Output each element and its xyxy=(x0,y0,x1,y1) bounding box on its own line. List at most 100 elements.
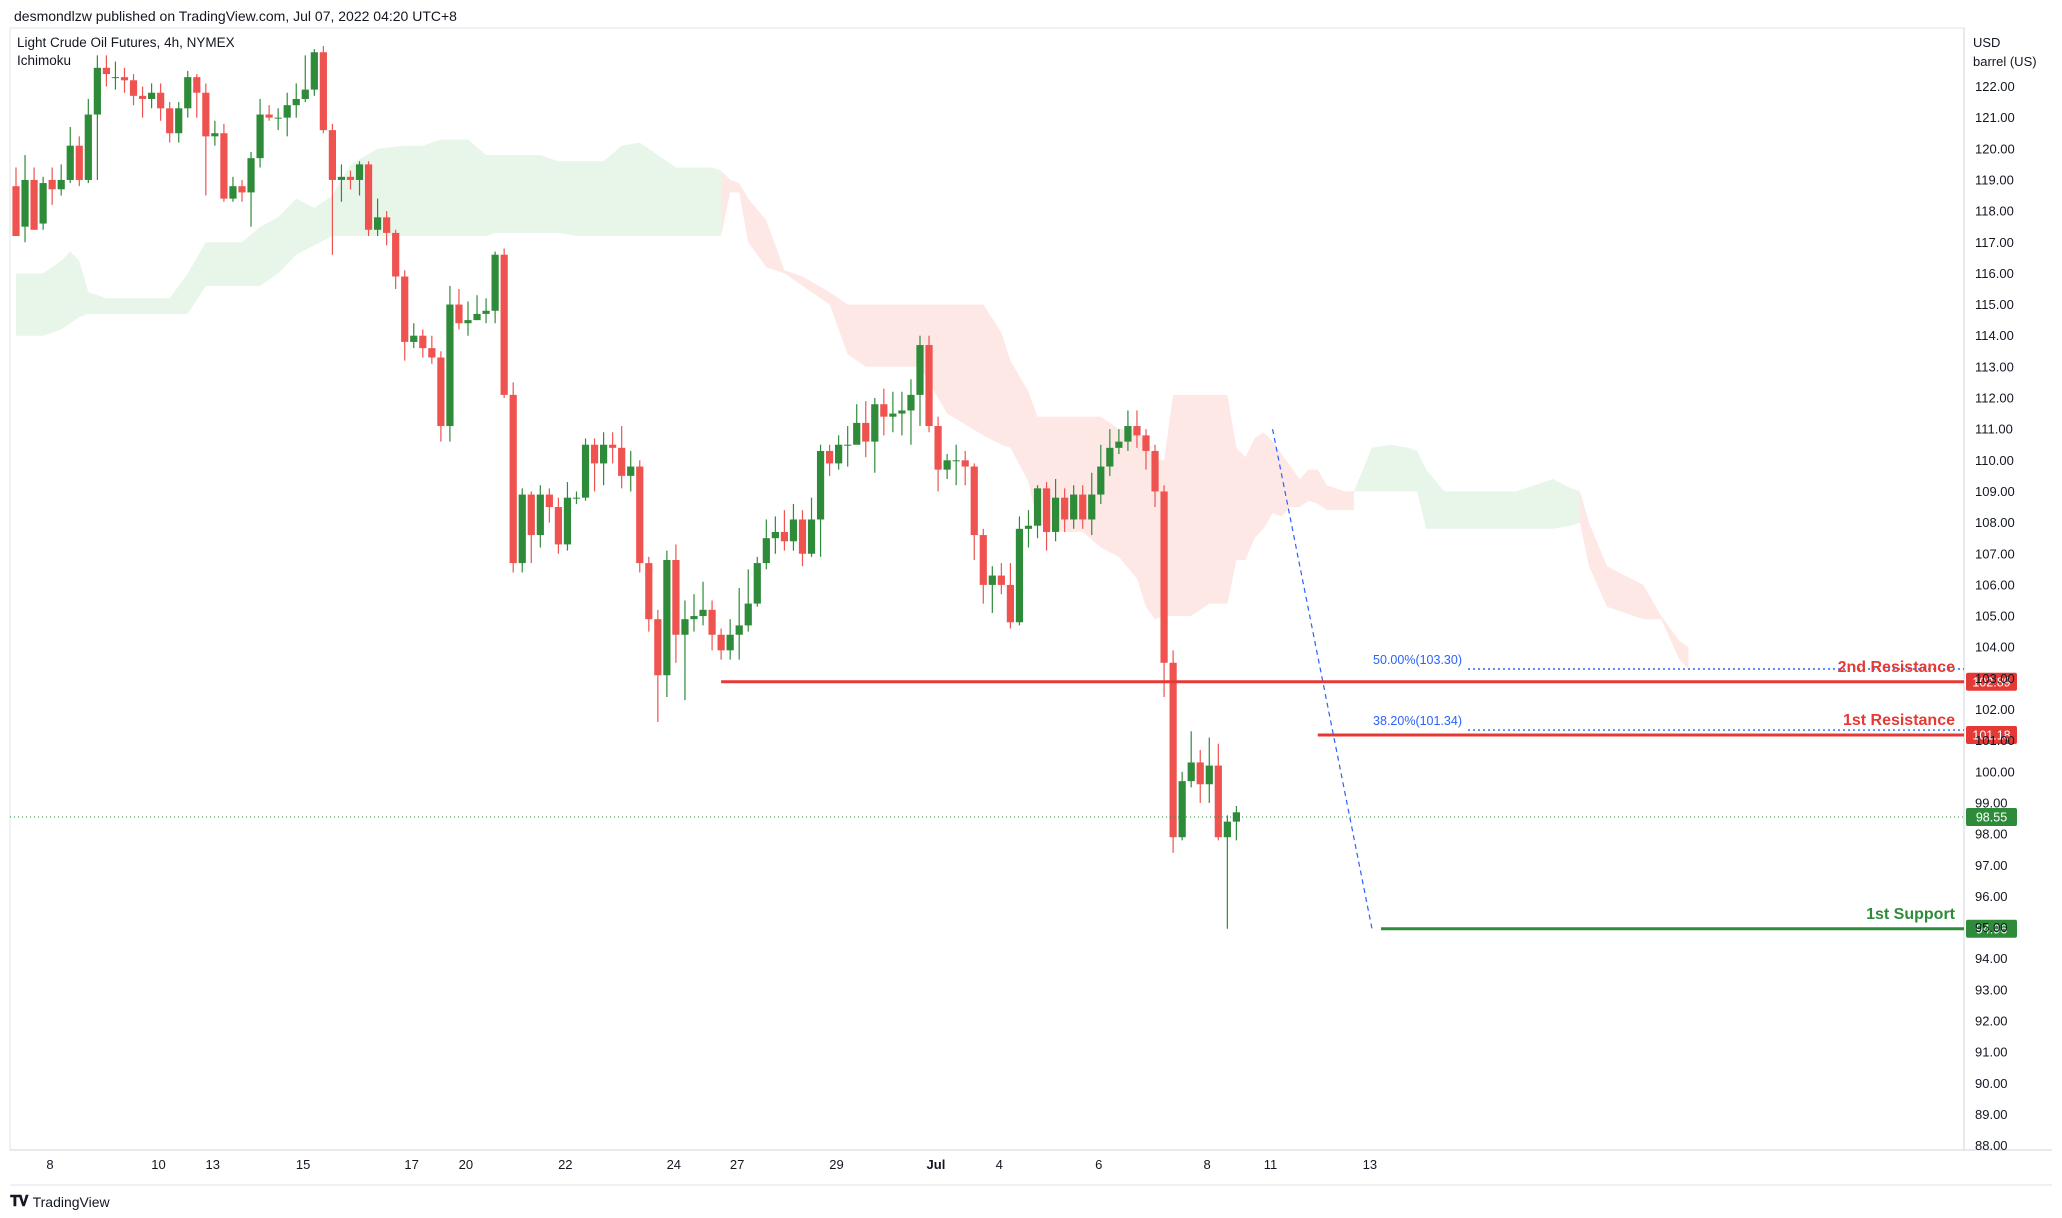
chart-legend: Light Crude Oil Futures, 4h, NYMEX Ichim… xyxy=(17,34,235,70)
price-tag-label: 94.96 xyxy=(1976,922,2007,936)
candle-body xyxy=(175,108,183,134)
x-tick-label: 22 xyxy=(558,1157,572,1172)
x-tick-label: 8 xyxy=(1204,1157,1211,1172)
candle-body xyxy=(690,616,698,620)
candle-body xyxy=(572,497,581,499)
fib-trend-line xyxy=(1271,429,1373,929)
candle-body xyxy=(889,413,897,417)
candle-body xyxy=(256,114,264,159)
candle-body xyxy=(726,634,734,651)
candle-body xyxy=(1160,491,1168,663)
candle-body xyxy=(337,176,346,180)
tradingview-logo-icon: 𝐓𝐕 xyxy=(10,1193,29,1210)
candle-body xyxy=(102,67,110,75)
candle-body xyxy=(509,394,517,564)
symbol-info[interactable]: Light Crude Oil Futures, 4h, NYMEX xyxy=(17,35,235,50)
y-tick-label: 98.00 xyxy=(1975,827,2008,842)
candle-body xyxy=(428,348,436,358)
level-label: 2nd Resistance xyxy=(1838,659,1955,676)
x-tick-label: 13 xyxy=(206,1157,220,1172)
candle-body xyxy=(645,563,653,620)
candle-body xyxy=(437,357,445,427)
indicator-ichimoku[interactable]: Ichimoku xyxy=(17,53,72,68)
candle-body xyxy=(238,186,246,193)
y-tick-label: 89.00 xyxy=(1975,1107,2008,1122)
candle-body xyxy=(1097,466,1105,495)
y-tick-label: 108.00 xyxy=(1975,515,2015,530)
candle-body xyxy=(916,345,924,395)
candle-body xyxy=(48,179,56,190)
y-tick-label: 115.00 xyxy=(1975,297,2014,312)
candle-body xyxy=(816,450,825,520)
y-tick-label: 111.00 xyxy=(1975,422,2013,437)
candle-body xyxy=(672,559,680,635)
published-by-text: desmondlzw published on TradingView.com,… xyxy=(14,8,457,24)
y-tick-label: 88.00 xyxy=(1975,1138,2008,1153)
x-tick-label: 24 xyxy=(667,1157,681,1172)
candle-body xyxy=(500,254,508,395)
currency-label: USD xyxy=(1973,35,2001,50)
candle-body xyxy=(699,609,707,617)
candle-body xyxy=(57,179,65,190)
fib-level-label: 50.00%(103.30) xyxy=(1373,653,1462,667)
candle-body xyxy=(744,603,752,626)
candle-body xyxy=(374,217,382,230)
x-tick-label: 10 xyxy=(151,1157,165,1172)
candle-body xyxy=(184,77,192,109)
candle-body xyxy=(84,114,92,180)
candle-body xyxy=(392,232,400,277)
y-tick-label: 100.00 xyxy=(1975,764,2015,779)
tradingview-brand[interactable]: 𝐓𝐕 TradingView xyxy=(10,1193,110,1210)
plot-frame xyxy=(9,27,1965,1151)
candle-body xyxy=(681,619,689,635)
y-tick-label: 91.00 xyxy=(1975,1045,2008,1060)
candle-body xyxy=(1196,762,1204,785)
candle-body xyxy=(907,394,915,411)
candle-body xyxy=(193,77,201,93)
candle-body xyxy=(491,254,499,311)
x-tick-label: Jul xyxy=(927,1157,946,1172)
candle-body xyxy=(835,444,843,464)
candle-body xyxy=(654,619,662,676)
brand-label: TradingView xyxy=(32,1193,110,1210)
candle-body xyxy=(1024,525,1033,529)
candle-body xyxy=(346,176,355,180)
ichimoku-cloud-future-bearish xyxy=(1579,491,1689,669)
y-tick-label: 103.00 xyxy=(1975,671,2015,686)
candle-body xyxy=(1115,441,1123,448)
candle-body xyxy=(871,404,879,442)
y-tick-label: 114.00 xyxy=(1975,328,2014,343)
candle-body xyxy=(536,494,544,536)
candle-body xyxy=(590,444,599,464)
candle-body xyxy=(464,320,472,324)
candle-body xyxy=(66,145,74,180)
candle-body xyxy=(30,179,38,230)
candle-body xyxy=(1223,821,1231,838)
y-tick-label: 118.00 xyxy=(1975,204,2014,219)
candle-body xyxy=(627,466,635,476)
level-label: 1st Support xyxy=(1866,906,1956,923)
candle-body xyxy=(455,304,463,324)
candle-body xyxy=(292,98,300,106)
candle-body xyxy=(780,531,788,542)
candle-body xyxy=(609,444,617,448)
candle-body xyxy=(1124,426,1132,442)
candle-body xyxy=(1052,497,1060,532)
candle-body xyxy=(844,444,852,446)
candles-group xyxy=(12,46,1240,929)
price-unit: USD barrel (US) xyxy=(1973,33,2037,71)
candle-body xyxy=(1232,812,1240,822)
candle-body xyxy=(807,519,816,554)
candle-body xyxy=(111,77,120,79)
y-tick-label: 104.00 xyxy=(1975,640,2015,655)
candle-body xyxy=(798,519,807,554)
price-tag xyxy=(1966,919,2017,938)
candle-body xyxy=(1033,488,1042,526)
candle-body xyxy=(1133,426,1141,436)
x-tick-label: 4 xyxy=(996,1157,1003,1172)
candle-body xyxy=(419,335,427,349)
candle-body xyxy=(1061,497,1069,520)
candle-body xyxy=(446,304,454,427)
candle-body xyxy=(1006,584,1014,623)
